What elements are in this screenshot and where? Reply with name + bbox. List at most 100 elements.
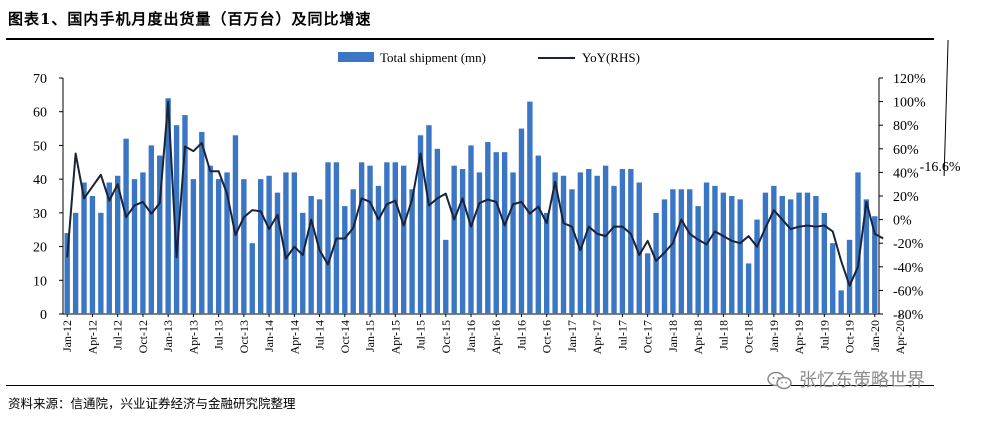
shipment-bar xyxy=(443,239,449,314)
shipment-bar xyxy=(417,135,424,314)
watermark-text: 张忆东策略世界 xyxy=(799,370,925,391)
shipment-bar xyxy=(661,199,668,314)
x-tick-label: Jan-17 xyxy=(565,320,579,352)
shipment-bar xyxy=(687,189,693,314)
shipment-bar xyxy=(182,115,188,314)
shipment-bar xyxy=(754,219,760,314)
left-tick-label: 20 xyxy=(33,241,47,256)
left-tick-label: 30 xyxy=(33,207,47,222)
left-tick-label: 10 xyxy=(33,274,47,289)
shipment-bar xyxy=(426,125,432,314)
shipment-bar xyxy=(703,182,710,314)
left-tick-label: 70 xyxy=(33,72,47,87)
shipment-bar xyxy=(72,212,79,314)
shipment-bar xyxy=(569,189,575,314)
shipment-bar xyxy=(367,165,373,314)
x-tick-label: Jan-15 xyxy=(363,320,377,352)
left-tick-label: 50 xyxy=(33,139,47,154)
wechat-icon xyxy=(767,371,793,391)
x-tick-label: Jul-14 xyxy=(313,320,327,350)
x-tick-label: Apr-14 xyxy=(287,320,301,354)
shipment-bar xyxy=(434,148,441,314)
right-tick-label: -40% xyxy=(893,261,924,276)
shipment-bar xyxy=(745,263,752,314)
shipment-bar xyxy=(712,185,718,314)
shipment-bar xyxy=(830,243,836,314)
shipment-bar xyxy=(476,172,483,314)
x-tick-label: Jan-12 xyxy=(60,320,74,352)
shipment-bar xyxy=(291,172,298,314)
shipment-bar xyxy=(796,192,802,314)
x-tick-label: Jan-16 xyxy=(464,320,478,352)
legend-bar-swatch xyxy=(338,52,374,62)
x-tick-label: Jul-16 xyxy=(514,320,528,350)
shipment-bar xyxy=(98,212,104,314)
right-tick-label: 20% xyxy=(893,190,919,205)
shipment-bar xyxy=(729,196,735,314)
shipment-bar xyxy=(838,290,844,314)
shipment-bar xyxy=(207,165,213,314)
source-divider xyxy=(6,385,934,386)
shipment-bar xyxy=(131,179,138,314)
x-tick-label: Oct-16 xyxy=(540,320,554,353)
watermark: 张忆东策略世界 xyxy=(767,366,925,392)
shipment-bar xyxy=(493,152,499,314)
shipment-bar xyxy=(241,179,247,314)
x-tick-label: Apr-19 xyxy=(792,320,806,354)
shipment-bar xyxy=(190,179,197,314)
x-tick-label: Apr-13 xyxy=(186,320,200,354)
x-tick-label: Apr-20 xyxy=(893,320,907,354)
shipment-bar xyxy=(468,145,474,314)
shipment-bar xyxy=(527,101,533,314)
left-tick-label: 0 xyxy=(40,308,47,323)
shipment-bar xyxy=(813,196,819,314)
right-tick-label: 100% xyxy=(893,96,926,111)
x-tick-label: Jul-17 xyxy=(615,320,629,350)
x-tick-label: Oct-17 xyxy=(641,320,655,353)
x-tick-label: Jan-20 xyxy=(868,320,882,352)
shipment-bar xyxy=(586,169,592,314)
x-tick-label: Oct-15 xyxy=(439,320,453,353)
shipment-bar xyxy=(157,155,163,314)
shipment-bar xyxy=(409,189,415,314)
shipment-bar xyxy=(451,165,457,314)
shipment-bar xyxy=(501,152,508,314)
right-tick-label: 60% xyxy=(893,143,919,158)
shipment-bar xyxy=(779,196,785,314)
shipment-bar xyxy=(325,162,331,314)
shipment-bar xyxy=(628,169,634,314)
right-tick-label: 0% xyxy=(893,214,912,229)
x-tick-label: Jan-14 xyxy=(262,320,276,352)
x-tick-label: Oct-13 xyxy=(237,320,251,353)
shipment-bar xyxy=(560,175,567,314)
right-tick-label: -20% xyxy=(893,237,924,252)
left-tick-label: 60 xyxy=(33,106,47,121)
shipment-bar xyxy=(89,196,96,314)
yoy-line xyxy=(66,100,884,287)
shipment-bar xyxy=(350,189,356,314)
shipment-bar xyxy=(636,182,642,314)
shipment-bar xyxy=(316,199,323,314)
shipment-bar xyxy=(308,196,314,314)
shipment-bar xyxy=(720,192,727,314)
x-tick-label: Jul-18 xyxy=(716,320,730,350)
shipment-bar xyxy=(81,182,87,314)
shipment-bar xyxy=(106,182,112,314)
x-tick-label: Apr-17 xyxy=(590,320,604,354)
shipment-bar xyxy=(401,165,407,314)
shipment-bar xyxy=(232,135,239,314)
x-tick-label: Oct-12 xyxy=(136,320,150,353)
x-tick-label: Oct-14 xyxy=(338,320,352,353)
shipment-bar xyxy=(670,189,676,314)
shipment-bar xyxy=(695,206,701,314)
shipment-bar xyxy=(594,175,600,314)
shipment-bar xyxy=(173,125,180,314)
shipment-bar xyxy=(544,212,550,314)
shipment-bar xyxy=(518,128,525,314)
shipment-bar xyxy=(283,172,289,314)
shipment-bar xyxy=(266,175,272,314)
shipment-bar xyxy=(375,185,382,314)
x-tick-label: Jul-13 xyxy=(212,320,226,350)
shipment-bar xyxy=(384,162,390,314)
shipment-bar xyxy=(123,138,129,314)
